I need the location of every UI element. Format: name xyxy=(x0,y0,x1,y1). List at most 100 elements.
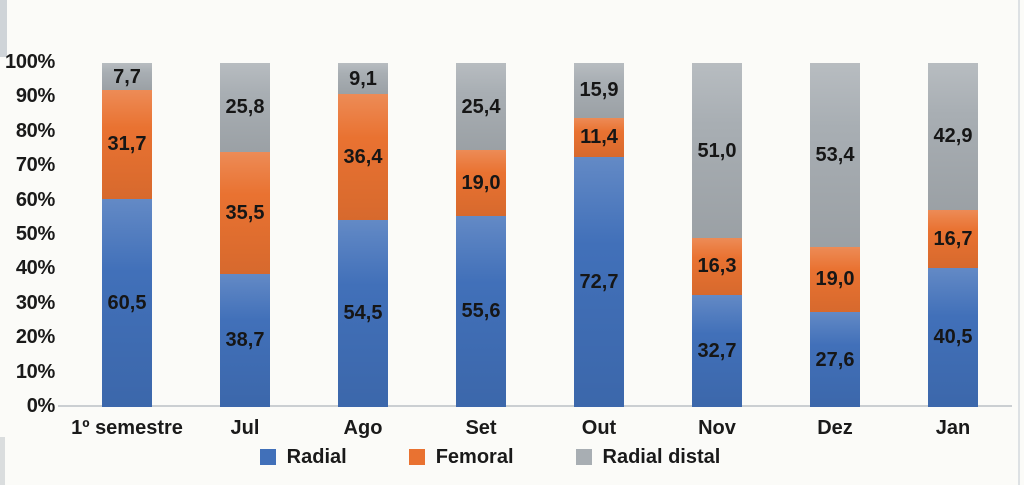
bar-value-label: 25,8 xyxy=(225,96,265,119)
x-axis-label: Jan xyxy=(935,417,971,439)
bar-segment-femoral: 31,7 xyxy=(102,89,152,199)
bar-value-label: 54,5 xyxy=(343,302,383,325)
bar-segment-radial-distal: 15,9 xyxy=(574,63,624,118)
bar-column: 55,6 19,0 25,4 Set xyxy=(422,63,540,463)
legend-item: Radial distal xyxy=(575,446,721,468)
bar-segment-radial-distal: 25,4 xyxy=(456,63,506,151)
bar-segment-radial-distal: 9,1 xyxy=(338,63,388,95)
bar-zone: 55,6 19,0 25,4 xyxy=(456,63,506,407)
stacked-bar: 54,5 36,4 9,1 xyxy=(338,63,388,407)
bar-zone: 40,5 16,7 42,9 xyxy=(928,62,978,407)
bar-segment-radial: 54,5 xyxy=(338,219,388,407)
bar-column: 32,7 16,3 51,0 Nov xyxy=(658,63,776,463)
bar-value-label: 9,1 xyxy=(349,67,377,90)
bar-segment-femoral: 11,4 xyxy=(574,117,624,157)
bar-value-label: 36,4 xyxy=(343,145,383,168)
bar-zone: 72,7 11,4 15,9 xyxy=(574,63,624,407)
legend-label: Radial distal xyxy=(602,446,721,468)
bar-segment-radial: 55,6 xyxy=(456,215,506,407)
bar-column: 60,5 31,7 7,7 1º semestre xyxy=(68,63,186,463)
bar-segment-femoral: 19,0 xyxy=(456,150,506,216)
bar-segment-femoral: 36,4 xyxy=(338,94,388,220)
bar-segment-radial: 72,7 xyxy=(574,156,624,407)
legend-swatch xyxy=(259,449,276,465)
bar-value-label: 27,6 xyxy=(815,348,855,371)
bar-value-label: 60,5 xyxy=(107,291,147,314)
legend-label: Radial xyxy=(286,446,347,468)
stacked-bar: 38,7 35,5 25,8 xyxy=(220,63,270,407)
y-axis-tick-label: 20% xyxy=(15,326,55,349)
scan-edge-artifact-top-left xyxy=(0,0,7,57)
x-axis-label: 1º semestre xyxy=(71,417,183,439)
stacked-bar: 60,5 31,7 7,7 xyxy=(102,63,152,407)
bar-segment-radial-distal: 7,7 xyxy=(102,63,152,90)
bar-segment-radial: 27,6 xyxy=(810,312,860,407)
x-axis-line xyxy=(58,405,1012,407)
stacked-bar: 55,6 19,0 25,4 xyxy=(456,63,506,407)
bar-value-label: 40,5 xyxy=(933,326,973,349)
y-axis-tick-label: 40% xyxy=(15,257,55,280)
bar-segment-radial-distal: 51,0 xyxy=(692,63,742,239)
stacked-bar: 40,5 16,7 42,9 xyxy=(928,62,978,407)
x-axis-label: Out xyxy=(581,417,617,439)
legend-swatch xyxy=(575,449,592,465)
bar-value-label: 16,7 xyxy=(933,227,973,250)
bar-value-label: 31,7 xyxy=(107,133,147,156)
bar-zone: 60,5 31,7 7,7 xyxy=(102,63,152,407)
bar-segment-radial: 32,7 xyxy=(692,294,742,407)
stacked-bar: 32,7 16,3 51,0 xyxy=(692,63,742,407)
bar-value-label: 55,6 xyxy=(461,300,501,323)
legend: Radial Femoral Radial distal xyxy=(0,447,980,467)
bar-value-label: 51,0 xyxy=(697,139,737,162)
scan-edge-artifact-bottom-left xyxy=(0,437,5,485)
bar-segment-radial-distal: 53,4 xyxy=(810,63,860,247)
bar-segment-femoral: 16,7 xyxy=(928,210,978,268)
bar-segment-radial: 38,7 xyxy=(220,273,270,407)
bar-segment-radial-distal: 25,8 xyxy=(220,63,270,152)
legend-label: Femoral xyxy=(435,446,514,468)
bar-column: 72,7 11,4 15,9 Out xyxy=(540,63,658,463)
bar-value-label: 25,4 xyxy=(461,95,501,118)
legend-item: Radial xyxy=(259,446,347,468)
bar-value-label: 7,7 xyxy=(113,65,141,88)
y-axis-tick-label: 50% xyxy=(15,223,55,245)
plot-area: 60,5 31,7 7,7 1º semestre 38,7 35,5 25,8 Jul 54,… xyxy=(68,62,1012,463)
legend-swatch xyxy=(408,449,425,465)
stacked-bar: 72,7 11,4 15,9 xyxy=(574,63,624,407)
x-axis-label: Dez xyxy=(817,417,853,439)
bar-segment-radial: 40,5 xyxy=(928,267,978,407)
bar-column: 40,5 16,7 42,9 Jan xyxy=(894,62,1012,463)
bar-value-label: 16,3 xyxy=(697,255,737,278)
bar-value-label: 35,5 xyxy=(225,201,265,224)
y-axis-tick-label: 0% xyxy=(26,395,56,417)
bar-value-label: 19,0 xyxy=(815,268,855,291)
bar-column: 38,7 35,5 25,8 Jul xyxy=(186,63,304,463)
bar-segment-femoral: 35,5 xyxy=(220,151,270,274)
bar-column: 27,6 19,0 53,4 Dez xyxy=(776,63,894,463)
bar-segment-femoral: 16,3 xyxy=(692,238,742,295)
x-axis-label: Nov xyxy=(698,417,736,439)
x-axis-label: Jul xyxy=(230,417,260,439)
bar-segment-radial: 60,5 xyxy=(102,198,152,407)
bar-value-label: 32,7 xyxy=(697,339,737,362)
bar-zone: 38,7 35,5 25,8 xyxy=(220,63,270,407)
bar-value-label: 19,0 xyxy=(461,172,501,195)
y-axis-tick-label: 100% xyxy=(5,51,55,73)
bar-segment-radial-distal: 42,9 xyxy=(928,62,978,211)
stacked-bar: 27,6 19,0 53,4 xyxy=(810,63,860,407)
scan-edge-artifact-right xyxy=(1018,0,1020,485)
bar-value-label: 53,4 xyxy=(815,143,855,166)
y-axis-tick-label: 10% xyxy=(15,360,55,383)
y-axis-tick-label: 70% xyxy=(15,154,55,177)
x-axis-label: Ago xyxy=(343,417,383,439)
bar-column: 54,5 36,4 9,1 Ago xyxy=(304,63,422,463)
legend-item: Femoral xyxy=(408,446,514,468)
bar-value-label: 11,4 xyxy=(580,126,618,149)
y-axis-tick-label: 60% xyxy=(15,188,55,211)
y-axis: 0% 10% 20% 30% 40% 50% 60% 70% 80% 90% 100% xyxy=(0,0,55,485)
bar-zone: 32,7 16,3 51,0 xyxy=(692,63,742,407)
y-axis-tick-label: 80% xyxy=(15,119,55,142)
bar-value-label: 72,7 xyxy=(579,270,619,293)
bar-zone: 54,5 36,4 9,1 xyxy=(338,63,388,407)
